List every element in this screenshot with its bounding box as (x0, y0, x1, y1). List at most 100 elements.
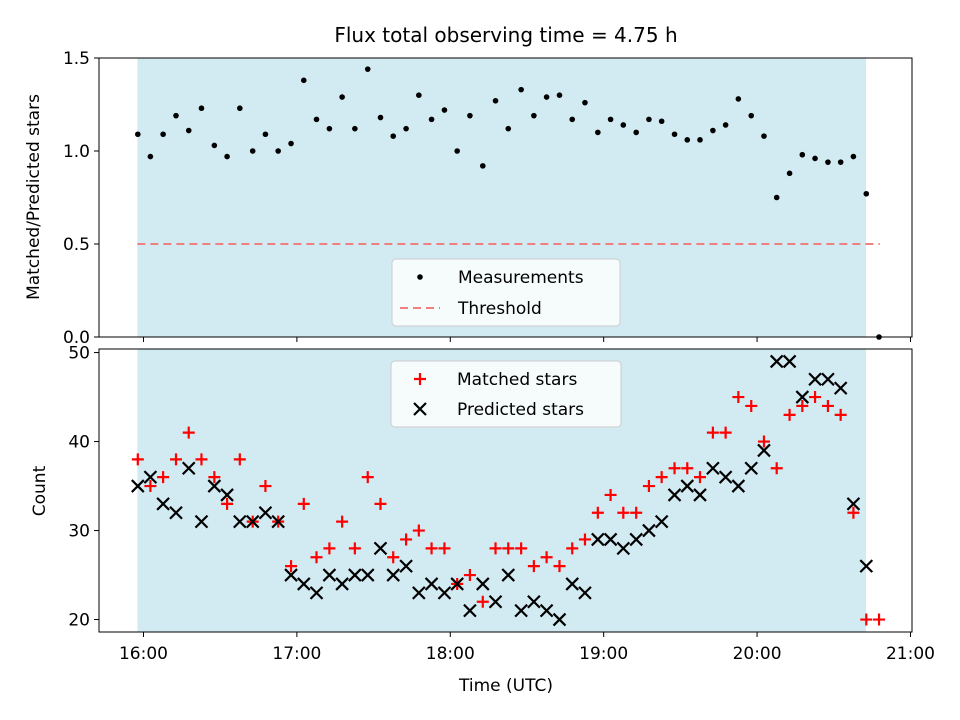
matched-star-point (131, 453, 144, 466)
measurement-point (479, 163, 486, 169)
matched-star-point (745, 399, 758, 412)
x-tick-label: 21:00 (886, 644, 935, 664)
measurement-point (211, 142, 218, 149)
matched-star-point (323, 542, 336, 555)
measurement-point (454, 148, 460, 154)
measurement-point (799, 151, 806, 158)
matched-star-point (527, 560, 540, 573)
predicted-star-point (757, 443, 771, 458)
ratio-y-ticks: 0.0 0.5 1.0 1.5 (63, 49, 99, 348)
predicted-star-point (501, 568, 516, 582)
matched-star-point (578, 533, 591, 546)
measurement-point (492, 97, 499, 104)
predicted-star-point (514, 603, 528, 618)
predicted-star-point (194, 514, 209, 529)
ratio-axes-frame (98, 57, 913, 338)
matched-star-point (285, 560, 298, 573)
measurement-point (352, 125, 358, 132)
measurement-point (812, 155, 818, 162)
matched-star-point (463, 569, 476, 582)
predicted-star-point (233, 514, 247, 529)
predicted-star-point (629, 532, 643, 547)
matched-star-point (489, 542, 502, 555)
measurement-point (428, 116, 435, 123)
measurement-point (518, 86, 524, 93)
x-tick-label: 16:00 (119, 644, 168, 664)
predicted-star-point (795, 390, 810, 404)
measurement-point (786, 170, 793, 177)
ratio-x-ticks (142, 337, 911, 342)
measurement-point (326, 125, 333, 132)
measurement-point (863, 190, 870, 197)
measurement-point (416, 92, 422, 98)
predicted-star-point (450, 577, 464, 591)
matched-star-point (706, 426, 719, 439)
matched-star-point (821, 399, 834, 412)
matched-star-point (668, 462, 681, 475)
measurement-point (620, 122, 627, 128)
predicted-star-point (373, 541, 388, 556)
matched-star-point (297, 497, 310, 510)
matched-star-point (221, 497, 234, 510)
predicted-star-point (348, 568, 362, 582)
predicted-star-point (463, 603, 477, 618)
predicted-star-point (131, 479, 145, 493)
measurement-point (825, 159, 831, 165)
matched-star-point (348, 542, 361, 555)
predicted-star-point (476, 577, 490, 591)
matched-star-point (655, 471, 668, 484)
predicted-star-point (181, 461, 196, 476)
matched-star-point (310, 551, 323, 564)
chart-title: Flux total observing time = 4.75 h (334, 23, 677, 47)
measurement-point (185, 127, 192, 134)
matched-star-point (860, 613, 873, 626)
measurement-point (364, 66, 371, 72)
x-tick-label: 18:00 (426, 644, 475, 664)
predicted-star-point (833, 381, 848, 395)
matched-star-point (719, 426, 732, 439)
predicted-star-point (680, 479, 695, 493)
measurement-point (710, 127, 716, 134)
predicted-star-point (718, 470, 733, 484)
matched-star-point (515, 542, 528, 555)
predicted-star-point (284, 568, 298, 582)
matched-star-point (195, 453, 208, 466)
predicted-star-point (706, 461, 720, 476)
matched-star-point (694, 471, 707, 484)
x-tick-label: 20:00 (733, 644, 782, 664)
matched-star-point (809, 391, 822, 404)
matched-star-point (873, 613, 886, 626)
measurement-point (160, 131, 166, 138)
legend-threshold-label: Threshold (457, 299, 542, 319)
predicted-star-point (565, 577, 580, 591)
predicted-star-point (731, 479, 746, 493)
legend-measurements-marker (417, 274, 423, 280)
predicted-star-point (437, 586, 452, 600)
measurement-point (339, 94, 345, 100)
measurement-point (198, 105, 205, 112)
matched-star-point (796, 399, 809, 412)
predicted-star-point (335, 577, 349, 591)
measurement-point (671, 131, 678, 138)
measurement-point (582, 99, 588, 106)
matched-star-point (630, 506, 643, 519)
legend-matched-label: Matched stars (457, 370, 577, 390)
predicted-star-point (821, 372, 835, 387)
ratio-legend: Measurements Threshold (391, 258, 621, 327)
matched-star-point (144, 480, 157, 493)
measurement-point (300, 77, 307, 84)
measurement-point (377, 114, 384, 121)
measurement-point (441, 107, 448, 113)
y-tick-label: 1.0 (63, 142, 90, 162)
predicted-star-point (603, 532, 618, 547)
measurement-point (556, 92, 563, 98)
predicted-star-point (552, 612, 567, 627)
predicted-star-point (386, 568, 400, 582)
measurement-point (249, 148, 256, 154)
measurement-point (403, 125, 409, 132)
predicted-star-point (654, 514, 669, 529)
predicted-star-point (744, 461, 759, 476)
predicted-star-point (782, 354, 797, 369)
